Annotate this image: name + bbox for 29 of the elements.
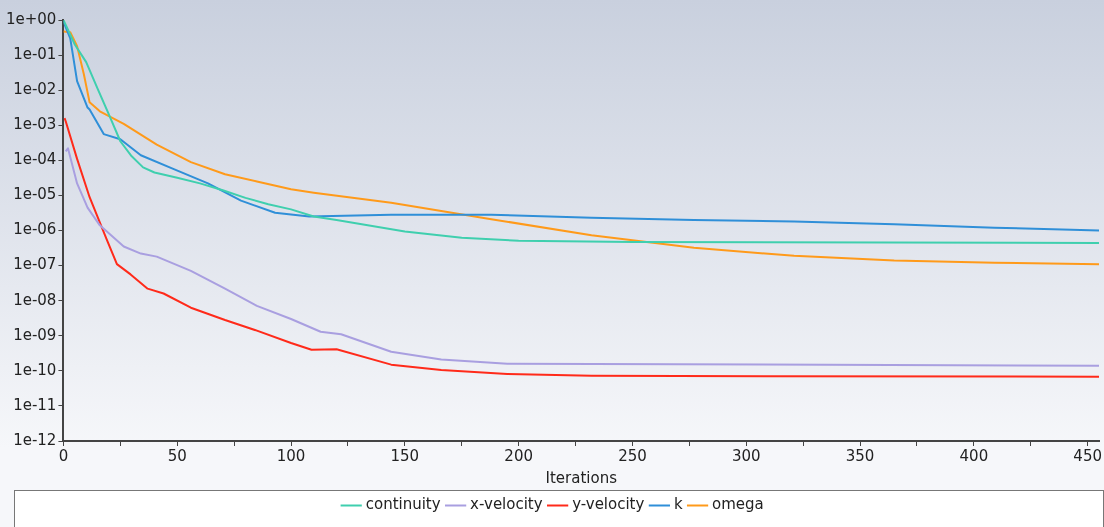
x-axis-title: Iterations xyxy=(545,468,618,487)
y-tick-label: 1e-02 xyxy=(13,80,57,99)
x-tick-label: 100 xyxy=(276,446,306,465)
x-tick-label: 450 xyxy=(1073,446,1103,465)
legend-label: k xyxy=(673,495,683,514)
y-tick-label: 1e-08 xyxy=(13,290,57,309)
legend-label: omega xyxy=(712,495,764,514)
y-tick-label: 1e-12 xyxy=(13,430,57,449)
x-tick-label: 400 xyxy=(959,446,989,465)
y-tick-label: 1e-05 xyxy=(13,185,57,204)
x-tick-label: 300 xyxy=(731,446,761,465)
y-tick-label: 1e-11 xyxy=(13,395,57,414)
y-tick-label: 1e-01 xyxy=(13,44,57,63)
y-tick-label: 1e-03 xyxy=(13,115,57,134)
x-tick-label: 150 xyxy=(390,446,420,465)
y-tick-label: 1e+00 xyxy=(5,9,57,28)
x-tick-label: 0 xyxy=(58,446,69,465)
x-tick-label: 350 xyxy=(845,446,875,465)
y-tick-label: 1e-04 xyxy=(13,150,57,169)
y-tick-label: 1e-07 xyxy=(13,255,57,274)
legend-label: continuity xyxy=(365,495,441,514)
legend-label: y-velocity xyxy=(572,495,645,514)
legend-label: x-velocity xyxy=(470,495,543,514)
y-tick-label: 1e-09 xyxy=(13,325,57,344)
y-tick-label: 1e-06 xyxy=(13,220,57,239)
x-tick-label: 50 xyxy=(167,446,187,465)
y-tick-label: 1e-10 xyxy=(13,360,57,379)
x-tick-label: 250 xyxy=(618,446,647,465)
x-tick-label: 200 xyxy=(504,446,533,465)
